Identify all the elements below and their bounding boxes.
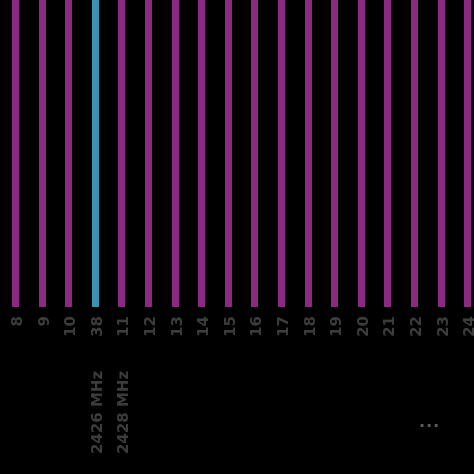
- channel-label-16: 16: [247, 316, 265, 337]
- channel-label-10: 10: [61, 316, 79, 337]
- channel-label-22: 22: [407, 316, 425, 337]
- channel-label-15: 15: [221, 316, 239, 337]
- channel-bar-11: [118, 0, 125, 307]
- channel-bar-13: [172, 0, 179, 307]
- more-ellipsis: ...: [419, 412, 441, 431]
- channel-bar-20: [358, 0, 365, 307]
- channel-bar-10: [65, 0, 72, 307]
- channel-label-8: 8: [8, 316, 26, 327]
- channel-bar-14: [198, 0, 205, 307]
- channel-label-12: 12: [141, 316, 159, 337]
- frequency-label-2428: 2428 MHz: [114, 370, 132, 454]
- channel-label-18: 18: [301, 316, 319, 337]
- channel-label-24: 24: [460, 316, 474, 337]
- channel-bar-9: [39, 0, 46, 307]
- channel-bar-17: [278, 0, 285, 307]
- channel-label-38: 38: [88, 316, 106, 337]
- channel-bar-24: [464, 0, 471, 307]
- channel-bar-15: [225, 0, 232, 307]
- channel-bar-38: [92, 0, 99, 307]
- channel-label-20: 20: [354, 316, 372, 337]
- channel-bar-12: [145, 0, 152, 307]
- channel-bar-18: [305, 0, 312, 307]
- channel-label-21: 21: [380, 316, 398, 337]
- channel-label-13: 13: [168, 316, 186, 337]
- channel-label-17: 17: [274, 316, 292, 337]
- channel-bar-16: [251, 0, 258, 307]
- channel-bar-19: [331, 0, 338, 307]
- channel-bar-23: [438, 0, 445, 307]
- channel-bar-22: [411, 0, 418, 307]
- channel-bar-8: [12, 0, 19, 307]
- channel-label-23: 23: [434, 316, 452, 337]
- channel-label-11: 11: [114, 316, 132, 337]
- frequency-label-2426: 2426 MHz: [88, 370, 106, 454]
- channel-label-14: 14: [194, 316, 212, 337]
- channel-label-9: 9: [35, 316, 53, 327]
- channel-bar-21: [384, 0, 391, 307]
- channel-label-19: 19: [327, 316, 345, 337]
